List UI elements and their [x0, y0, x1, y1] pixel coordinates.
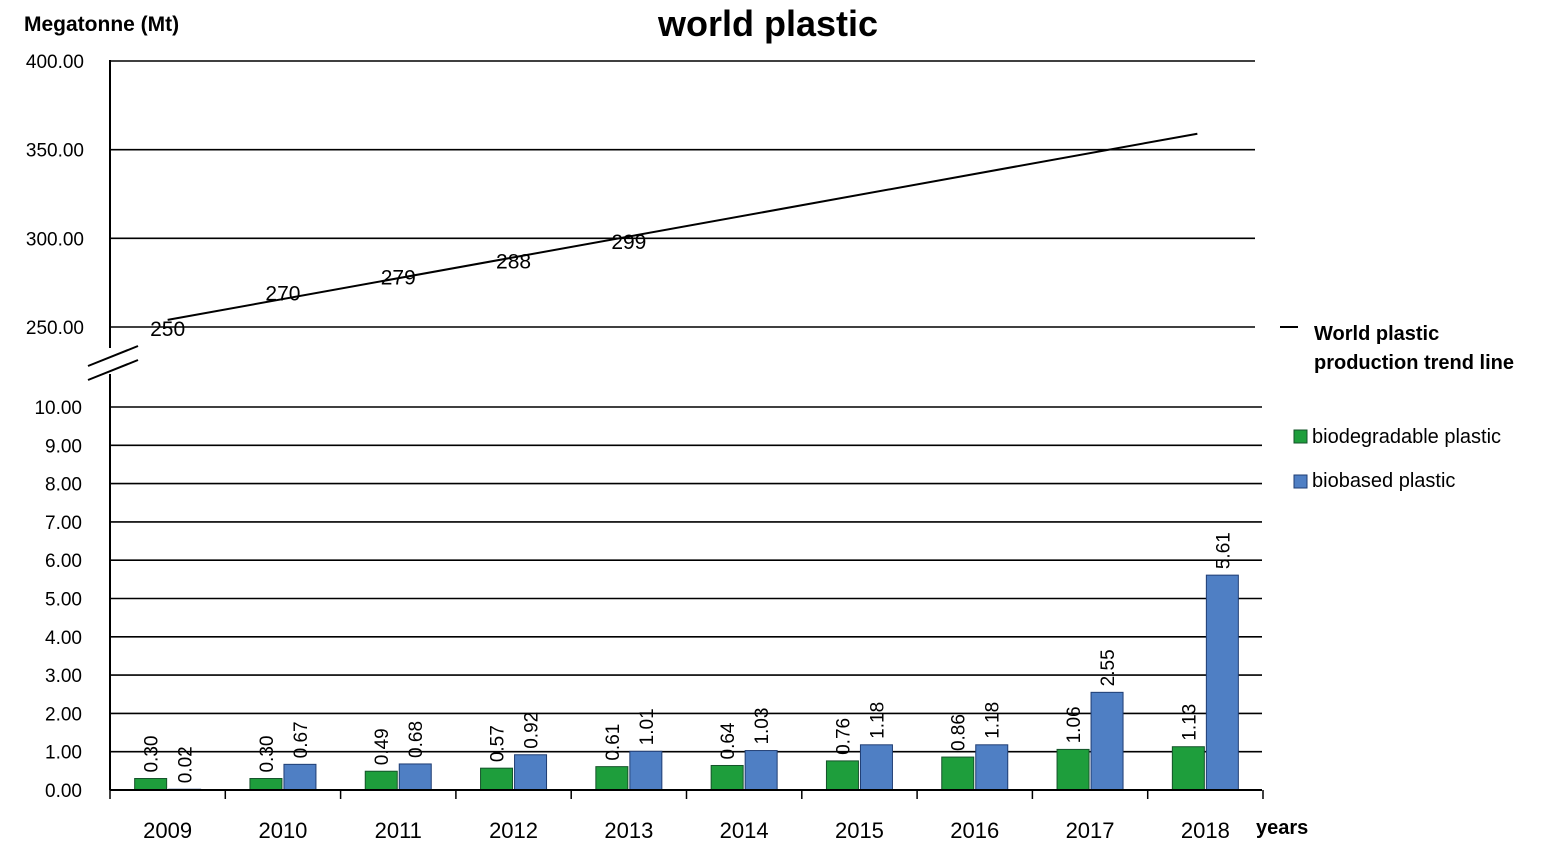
label-biodegradable-2017: 1.06 [1064, 706, 1085, 743]
bar-biodegradable-2016 [941, 756, 975, 791]
x-tick-label: 2015 [835, 818, 884, 842]
bar-value-labels: 0.30 0.30 0.49 0.57 0.61 0.64 0.76 0.86 1.06 1.13… [142, 532, 1235, 783]
bar-series [134, 574, 1239, 791]
label-biobased-2017: 2.55 [1098, 649, 1119, 686]
production-label-2010: 270 [265, 283, 300, 306]
label-biobased-2011: 0.68 [406, 721, 427, 758]
y-tick-label: 6.00 [45, 551, 82, 572]
bar-biodegradable-2011 [364, 770, 398, 791]
production-label-2012: 288 [496, 251, 531, 274]
bar-biodegradable-2018 [1171, 746, 1205, 791]
label-biobased-2012: 0.92 [522, 712, 543, 749]
chart-title: world plastic [657, 3, 878, 44]
label-biodegradable-2018: 1.13 [1179, 704, 1200, 741]
bar-biodegradable-2012 [480, 767, 514, 791]
x-tick-label: 2010 [258, 818, 307, 842]
bar-biodegradable-2017 [1056, 748, 1090, 791]
bar-biobased-2011 [398, 763, 432, 791]
bar-biobased-2017 [1090, 691, 1124, 791]
bar-biodegradable-2014 [710, 764, 744, 791]
x-axis: 2009 2010 2011 2012 2013 2014 2015 2016 2017 2018 [109, 789, 1264, 843]
x-tick-label: 2016 [950, 818, 999, 842]
y-tick-label: 8.00 [45, 475, 82, 496]
y-tick-label: 9.00 [45, 436, 82, 457]
y-tick-label: 10.00 [34, 398, 82, 419]
y-tick-label: 400.00 [26, 52, 84, 73]
legend: World plastic production trend line biod… [1280, 323, 1514, 492]
x-tick-label: 2013 [604, 818, 653, 842]
label-biodegradable-2013: 0.61 [603, 724, 624, 761]
y-tick-label: 7.00 [45, 513, 82, 534]
production-label-2011: 279 [381, 267, 416, 290]
label-biobased-2010: 0.67 [291, 721, 312, 758]
upper-y-ticks: 250.00 300.00 350.00 400.00 [26, 52, 84, 339]
upper-gridlines [110, 60, 1255, 328]
lower-y-ticks: 0.00 1.00 2.00 3.00 4.00 5.00 6.00 7.00 8.00 9.00… [34, 398, 82, 802]
y-tick-label: 4.00 [45, 628, 82, 649]
y-tick-label: 250.00 [26, 318, 84, 339]
y-tick-label: 1.00 [45, 743, 82, 764]
bar-biobased-2014 [744, 750, 778, 791]
label-biobased-2015: 1.18 [867, 702, 888, 739]
production-label-2009: 250 [150, 318, 185, 341]
label-biodegradable-2015: 0.76 [833, 718, 854, 755]
y-tick-label: 5.00 [45, 590, 82, 611]
bar-biodegradable-2015 [825, 760, 859, 791]
bar-biodegradable-2010 [249, 778, 283, 791]
label-biobased-2014: 1.03 [752, 708, 773, 745]
y-tick-label: 2.00 [45, 704, 82, 725]
bar-biodegradable-2009 [134, 778, 168, 791]
legend-swatch-biobased [1293, 474, 1308, 489]
x-tick-label: 2009 [143, 818, 192, 842]
x-tick-label: 2018 [1181, 818, 1230, 842]
x-tick-label: 2011 [375, 818, 422, 842]
production-label-2013: 299 [611, 231, 646, 254]
label-biobased-2018: 5.61 [1213, 532, 1234, 569]
legend-label-biobased: biobased plastic [1312, 470, 1455, 492]
label-biodegradable-2014: 0.64 [718, 722, 739, 759]
legend-trend-label-line-1: World plastic [1314, 323, 1439, 345]
bar-biodegradable-2013 [595, 766, 629, 791]
legend-trend-label-line-2: production trend line [1314, 352, 1514, 374]
legend-label-biodegradable: biodegradable plastic [1312, 426, 1501, 448]
y-tick-label: 350.00 [26, 141, 84, 162]
x-tick-label: 2014 [720, 818, 769, 842]
bar-biobased-2018 [1205, 574, 1239, 791]
label-biobased-2009: 0.02 [176, 746, 197, 783]
x-axis-label: years [1256, 817, 1308, 839]
x-tick-label: 2017 [1066, 818, 1115, 842]
y-tick-label: 3.00 [45, 666, 82, 687]
label-biodegradable-2011: 0.49 [372, 728, 393, 765]
trend-line [167, 132, 1198, 321]
x-tick-label: 2012 [489, 818, 538, 842]
y-axis-label: Megatonne (Mt) [24, 13, 179, 36]
label-biodegradable-2016: 0.86 [949, 714, 970, 751]
bar-biobased-2013 [629, 750, 663, 791]
bar-biobased-2016 [975, 744, 1009, 791]
lower-gridlines [110, 406, 1262, 753]
label-biobased-2013: 1.01 [637, 708, 658, 745]
legend-swatch-biodegradable [1293, 429, 1308, 444]
bar-biobased-2012 [514, 754, 548, 791]
y-tick-label: 0.00 [45, 781, 82, 802]
bar-biobased-2010 [283, 763, 317, 791]
axis-break-icon [86, 345, 142, 381]
label-biobased-2016: 1.18 [983, 702, 1004, 739]
bar-biobased-2015 [859, 744, 893, 791]
label-biodegradable-2009: 0.30 [142, 736, 163, 773]
y-tick-label: 300.00 [26, 229, 84, 250]
label-biodegradable-2012: 0.57 [488, 725, 509, 762]
label-biodegradable-2010: 0.30 [257, 736, 278, 773]
production-value-labels: 250 270 279 288 299 [150, 231, 646, 341]
